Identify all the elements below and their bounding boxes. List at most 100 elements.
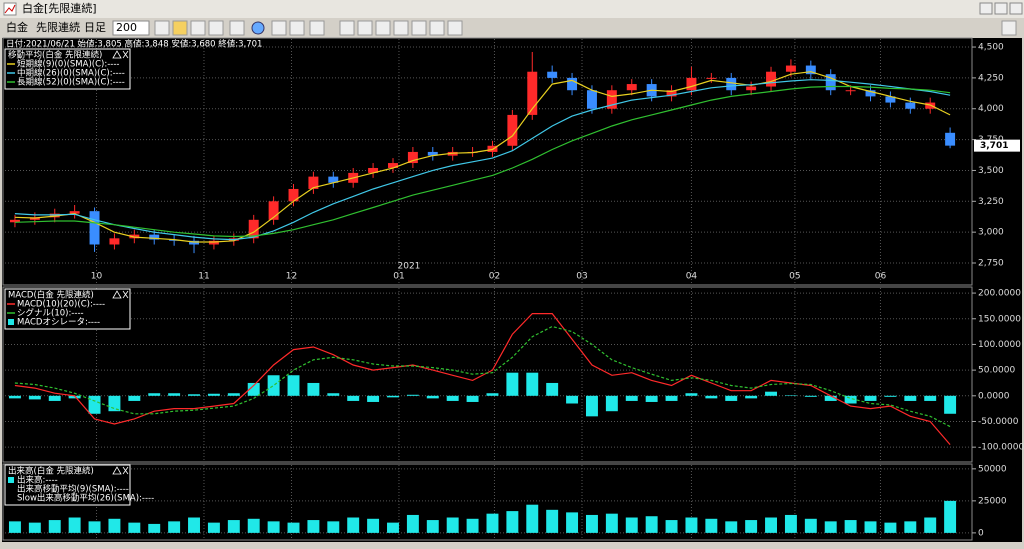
- tool-icon[interactable]: [229, 20, 245, 36]
- tool-icon[interactable]: [190, 20, 206, 36]
- candle-body: [527, 71, 538, 115]
- candle-body: [626, 84, 637, 91]
- y-tick-label: 3,500: [978, 166, 1004, 176]
- tool-icon[interactable]: [429, 20, 445, 36]
- oscillator-bar: [605, 395, 618, 412]
- volume-bar: [148, 523, 161, 533]
- y-tick-label: 3,250: [978, 197, 1004, 207]
- oscillator-bar: [367, 395, 380, 402]
- volume-bar: [188, 517, 200, 533]
- x-tick-label: 10: [91, 272, 103, 282]
- oscillator-bar: [8, 395, 21, 399]
- minimize-button[interactable]: [979, 2, 993, 15]
- candle-body: [507, 114, 518, 146]
- toolbar-symbol[interactable]: 白金: [6, 20, 28, 34]
- oscillator-bar: [466, 395, 479, 402]
- legend-close-icon: [112, 50, 129, 59]
- toolbar-contract[interactable]: 先限連続: [36, 20, 80, 34]
- tool-icon[interactable]: [339, 20, 355, 36]
- candle-body: [785, 65, 796, 72]
- oscillator-bar: [207, 393, 220, 396]
- volume-bar: [307, 520, 320, 533]
- volume-bar: [784, 514, 797, 533]
- x-tick-label: 03: [576, 272, 587, 282]
- toolbar-period[interactable]: 日足: [84, 21, 106, 34]
- oscillator-bar: [327, 393, 340, 396]
- legend-title: MACD(白金 先限連続): [8, 290, 94, 301]
- settings-icon[interactable]: [1001, 20, 1017, 36]
- tool-icon[interactable]: [357, 20, 373, 36]
- last-price-tag: [974, 139, 1020, 152]
- tool-icon[interactable]: [393, 20, 409, 36]
- volume-bar: [546, 509, 559, 533]
- oscillator-bar: [426, 395, 439, 399]
- tool-icon[interactable]: [375, 20, 391, 36]
- volume-bar: [645, 516, 658, 533]
- candle-body: [129, 234, 140, 239]
- candle-body: [427, 151, 438, 156]
- tool-icon[interactable]: [447, 20, 463, 36]
- volume-bar: [287, 522, 300, 533]
- oscillator-bar: [148, 393, 161, 396]
- tool-icon[interactable]: [289, 20, 305, 36]
- volume-bar: [526, 504, 539, 533]
- candle-body: [268, 201, 279, 220]
- tool-icon[interactable]: [154, 20, 170, 36]
- legend-entry: MACDオシレータ:----: [17, 318, 100, 328]
- candle-body: [567, 77, 578, 91]
- candle-body: [368, 167, 379, 173]
- tool-icon[interactable]: [309, 20, 325, 36]
- candle-body: [189, 240, 199, 245]
- moving-average: [14, 71, 951, 243]
- candle-body: [945, 132, 956, 146]
- volume-bar: [685, 517, 698, 533]
- volume-bar: [844, 520, 857, 533]
- legend-box: [4, 288, 131, 330]
- candle-body: [69, 211, 80, 214]
- legend-title: 出来高(白金 先限連続): [8, 466, 94, 477]
- close-button[interactable]: [1009, 2, 1023, 15]
- candle-body: [547, 71, 558, 78]
- tool-icon[interactable]: [251, 21, 265, 35]
- volume-bar: [387, 522, 399, 533]
- oscillator-bar: [864, 395, 877, 401]
- oscillator-bar: [128, 395, 141, 401]
- oscillator-bar: [585, 395, 598, 417]
- volume-bar: [884, 522, 897, 533]
- oscillator-bar: [765, 391, 777, 396]
- candle-body: [606, 90, 617, 109]
- oscillator-bar: [406, 394, 419, 396]
- legend-close-icon: [112, 466, 129, 475]
- window-title: 白金[先限連続]: [22, 1, 97, 15]
- candle-body: [149, 234, 160, 240]
- oscillator-bar: [227, 393, 240, 396]
- tool-icon[interactable]: [208, 20, 224, 36]
- tool-icon[interactable]: [411, 20, 427, 36]
- legend-swatch: [8, 477, 14, 483]
- candle-body: [89, 211, 100, 245]
- volume-bar: [247, 518, 260, 533]
- count-input[interactable]: [112, 20, 150, 36]
- y-tick-label: 150.0000: [978, 314, 1021, 324]
- app-icon-line: [4, 4, 16, 14]
- oscillator-bar: [347, 395, 360, 401]
- oscillator-bar: [784, 395, 797, 396]
- candle-body: [825, 74, 836, 91]
- volume-bar: [426, 520, 439, 533]
- maximize-button[interactable]: [994, 2, 1008, 15]
- volume-bar: [446, 517, 459, 533]
- oscillator-bar: [188, 394, 200, 396]
- x-tick-label: 11: [198, 272, 209, 282]
- legend-title: 移動平均(白金 先限連続): [8, 50, 102, 61]
- oscillator-bar: [546, 382, 559, 396]
- volume-bar: [88, 521, 101, 533]
- volume-bar: [824, 521, 837, 533]
- legend-entry: シグナル(10):----: [17, 308, 84, 319]
- volume-bar: [566, 512, 579, 533]
- count-value[interactable]: 200: [116, 21, 137, 34]
- last-price-label: 3,701: [980, 141, 1008, 151]
- volume-bar: [605, 513, 618, 533]
- tool-icon[interactable]: [271, 20, 287, 36]
- tool-icon[interactable]: [172, 20, 188, 36]
